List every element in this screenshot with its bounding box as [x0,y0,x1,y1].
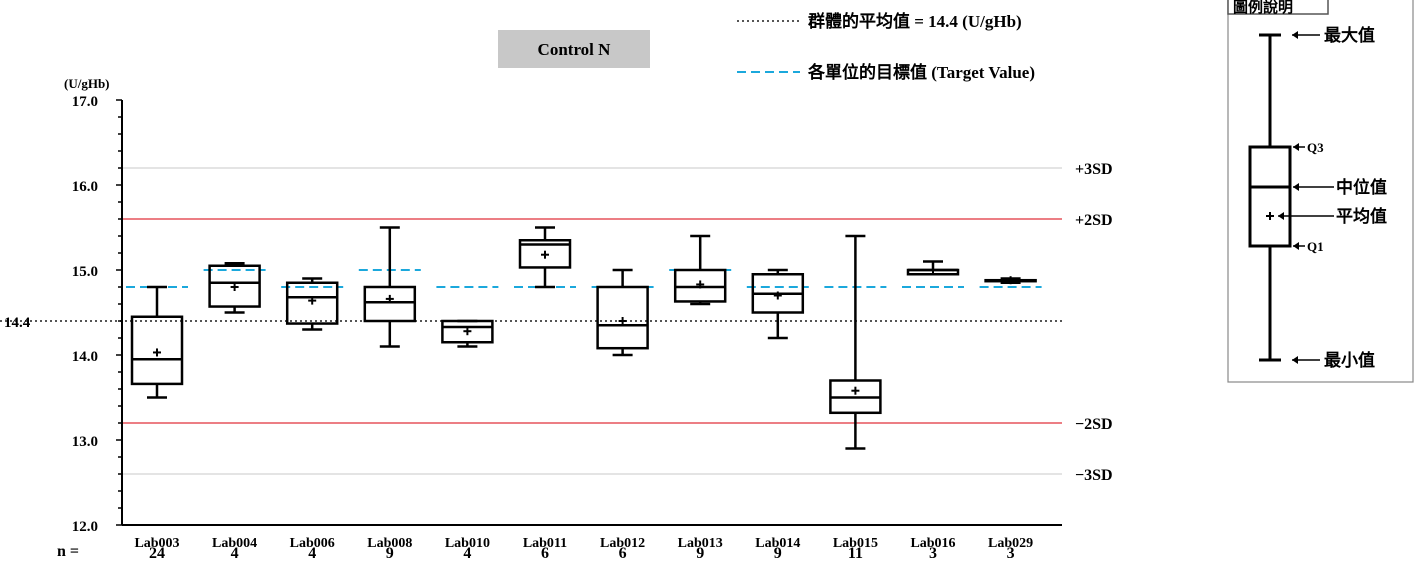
x-tick-label-Lab014: Lab014 [755,536,800,551]
n-value-Lab013: 9 [696,545,704,562]
sd-label-1: +3SD [1075,161,1113,178]
iqr-box-Lab008 [363,285,417,323]
iqr-box-Lab004 [208,264,261,308]
key-min-label: 最小值 [1324,350,1375,370]
box-Lab016 [902,260,964,288]
sd-label-2: +2SD [1075,212,1113,229]
box-Lab029 [979,276,1042,288]
y-tick-label-1: 13.0 [72,434,98,450]
n-value-Lab011: 6 [541,545,549,562]
box-Lab011 [514,226,576,289]
x-tick-label-Lab016: Lab016 [910,536,955,551]
box-Lab010 [436,286,499,348]
key-mean-label: 平均值 [1336,206,1387,226]
key-q1-label: Q1 [1307,239,1324,254]
key-arrow-min-head [1292,356,1298,364]
group-mean-label: 14.4 [4,315,31,331]
x-tick-label-Lab010: Lab010 [445,536,490,551]
y-tick-label-5: 17.0 [72,94,98,110]
box-Lab013 [669,234,732,306]
x-tick-label-Lab006: Lab006 [290,536,335,551]
sd-label-3: −2SD [1075,416,1113,433]
key-title: 圖例說明 [1233,0,1293,16]
n-value-Lab029: 3 [1007,545,1015,562]
key-arrow-mean-head [1278,212,1284,220]
iqr-box-Lab011 [518,239,572,269]
iqr-box-Lab012 [596,285,649,350]
box-Lab004 [203,261,266,314]
box-Lab012 [591,268,654,357]
n-value-Lab003: 24 [149,545,165,562]
legend-target-text: 各單位的目標值 (Target Value) [807,62,1035,82]
box-Lab003 [126,285,188,399]
iqr-box-Lab013 [673,268,727,303]
y-tick-label-0: 12.0 [72,519,98,535]
key-median-label: 中位值 [1336,177,1387,197]
n-value-Lab016: 3 [929,545,937,562]
n-value-Lab014: 9 [774,545,782,562]
x-tick-label-Lab013: Lab013 [678,536,723,551]
x-tick-label-Lab015: Lab015 [833,536,878,551]
y-tick-label-4: 16.0 [72,179,98,195]
box-Lab015 [824,234,887,450]
n-value-Lab006: 4 [308,545,316,562]
key-arrow-median-head [1293,183,1299,191]
x-tick-label-Lab012: Lab012 [600,536,645,551]
n-value-Lab015: 11 [848,545,863,562]
sd-label-4: −3SD [1075,467,1113,484]
key-iqr-box [1248,145,1292,248]
chart-title-background [498,30,650,68]
key-title-frame [1227,0,1329,15]
box-Lab006 [281,277,344,331]
key-q3-label: Q3 [1307,140,1324,155]
x-tick-label-Lab003: Lab003 [134,536,179,551]
x-tick-label-Lab011: Lab011 [523,536,567,551]
key-arrow-max-head [1292,31,1298,39]
x-tick-label-Lab029: Lab029 [988,536,1033,551]
n-value-Lab010: 4 [463,545,471,562]
box-Lab014 [746,268,809,340]
n-value-Lab012: 6 [619,545,627,562]
n-value-Lab008: 9 [386,545,394,562]
y-tick-label-3: 15.0 [72,264,98,280]
key-arrow-q3-head [1293,143,1299,151]
chart-title: Control N [538,40,612,59]
x-tick-label-Lab004: Lab004 [212,536,257,551]
legend-mean-text: 群體的平均值 = 14.4 (U/gHb) [808,11,1022,31]
key-arrow-q1-head [1293,242,1299,250]
n-value-Lab004: 4 [231,545,239,562]
iqr-box-Lab003 [130,315,184,386]
n-row-label: n = [57,543,79,560]
box-Lab008 [358,226,421,348]
key-max-label: 最大值 [1324,25,1375,45]
iqr-box-Lab006 [285,281,339,325]
key-frame [1227,0,1414,383]
iqr-box-Lab010 [441,319,494,344]
y-tick-label-2: 14.0 [72,349,98,365]
y-axis-unit-label: (U/gHb) [64,76,110,91]
x-tick-label-Lab008: Lab008 [367,536,412,551]
